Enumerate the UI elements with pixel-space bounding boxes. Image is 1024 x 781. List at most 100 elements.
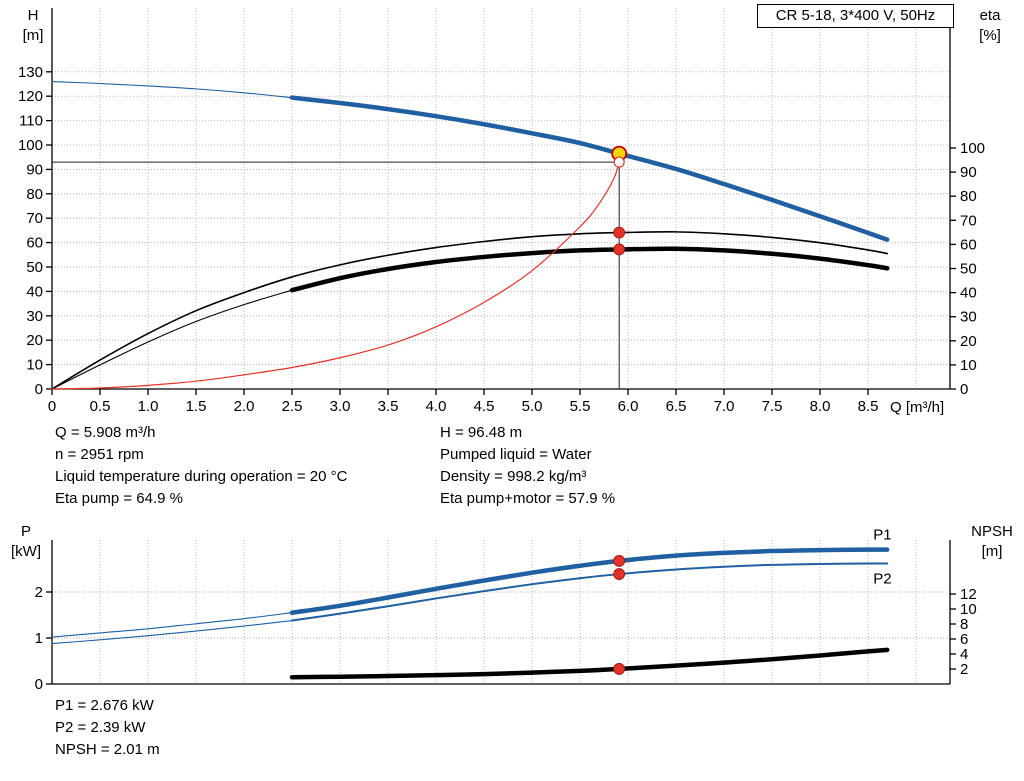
p2-readout: P2 = 2.39 kW [55, 719, 146, 736]
svg-text:20: 20 [960, 333, 977, 350]
eta_pump_motor-curve [51, 246, 890, 390]
svg-text:0: 0 [35, 676, 43, 693]
svg-text:40: 40 [26, 283, 43, 300]
svg-text:20: 20 [26, 332, 43, 349]
svg-text:30: 30 [960, 309, 977, 326]
svg-text:2.5: 2.5 [282, 398, 303, 415]
svg-text:6.5: 6.5 [666, 398, 687, 415]
power-axis-unit: [kW] [11, 543, 41, 560]
head-readout: H = 96.48 m [440, 424, 523, 441]
rated-point-marker [613, 156, 625, 168]
svg-text:10: 10 [960, 357, 977, 374]
h-axis-unit: [m] [22, 27, 44, 44]
speed-readout: n = 2951 rpm [55, 446, 144, 463]
svg-text:4: 4 [960, 646, 968, 663]
svg-text:7.0: 7.0 [714, 398, 735, 415]
pump-model-badge: CR 5-18, 3*400 V, 50Hz [757, 4, 954, 28]
npsh-axis-unit: [m] [981, 543, 1003, 560]
eta-pump-motor-readout: Eta pump+motor = 57.9 % [440, 490, 616, 507]
eta-pump-readout: Eta pump = 64.9 % [55, 490, 183, 507]
svg-text:0: 0 [960, 381, 968, 398]
P1-curve-label: P1 [873, 527, 891, 544]
svg-text:80: 80 [26, 186, 43, 203]
svg-text:8.0: 8.0 [810, 398, 831, 415]
svg-text:10: 10 [26, 357, 43, 374]
duty-readout-left-column: Q = 5.908 m³/h n = 2951 rpm Liquid tempe… [55, 422, 347, 510]
svg-text:60: 60 [26, 235, 43, 252]
npsh-axis-title: NPSH [m] [962, 522, 1022, 562]
svg-text:7.5: 7.5 [762, 398, 783, 415]
eta-axis-unit: [%] [979, 27, 1001, 44]
svg-text:30: 30 [26, 308, 43, 325]
svg-text:60: 60 [960, 236, 977, 253]
svg-text:1: 1 [35, 630, 43, 647]
svg-text:5.0: 5.0 [522, 398, 543, 415]
load_profile-curve [51, 161, 620, 390]
svg-text:3.0: 3.0 [330, 398, 351, 415]
liquid-temperature-readout: Liquid temperature during operation = 20… [55, 468, 348, 485]
operating-point-dot [613, 663, 626, 675]
svg-text:80: 80 [960, 188, 977, 205]
P1-curve [51, 547, 890, 638]
svg-text:2: 2 [960, 661, 968, 678]
axes [46, 540, 956, 685]
svg-text:110: 110 [19, 113, 43, 130]
operating-point-dot [613, 243, 626, 256]
svg-text:4.5: 4.5 [474, 398, 495, 415]
head-curve [51, 81, 890, 242]
axes [46, 8, 956, 395]
svg-text:1.0: 1.0 [138, 398, 159, 415]
svg-text:90: 90 [26, 161, 43, 178]
eta_pump-curve [51, 231, 888, 390]
svg-text:70: 70 [960, 212, 977, 229]
power-axis-title: P [kW] [4, 522, 48, 562]
gridlines [52, 540, 950, 684]
p1-readout: P1 = 2.676 kW [55, 697, 154, 714]
P2-curve-label: P2 [873, 570, 891, 587]
operating-point-dot [613, 555, 626, 567]
P2-curve [51, 562, 889, 645]
svg-text:90: 90 [960, 164, 977, 181]
svg-text:1.5: 1.5 [186, 398, 207, 415]
svg-text:8.5: 8.5 [858, 398, 879, 415]
tick-labels: 0 10 20 30 40 50 60 70 80 90 100 110 120 130 0 10 20 30 40… [18, 64, 985, 415]
svg-text:100: 100 [960, 140, 985, 157]
svg-text:50: 50 [960, 261, 977, 278]
svg-text:100: 100 [18, 137, 43, 154]
gridlines [52, 8, 950, 389]
duty-readout-right-column: H = 96.48 m Pumped liquid = Water Densit… [440, 422, 615, 510]
eta-axis-title: eta [%] [966, 6, 1014, 46]
NPSH-curve [289, 647, 890, 680]
power-axis-symbol: P [20, 523, 31, 540]
npsh-axis-symbol: NPSH [971, 523, 1013, 540]
qh-chart: 0 10 20 30 40 50 60 70 80 90 100 110 120 130 0 10 20 30 40… [18, 8, 985, 415]
svg-text:10: 10 [960, 601, 977, 618]
svg-text:50: 50 [26, 259, 43, 276]
svg-text:8: 8 [960, 616, 968, 633]
svg-text:4.0: 4.0 [426, 398, 447, 415]
svg-text:6: 6 [960, 631, 968, 648]
svg-text:5.5: 5.5 [570, 398, 591, 415]
svg-text:0: 0 [35, 381, 43, 398]
svg-text:2: 2 [35, 584, 43, 601]
svg-text:12: 12 [960, 586, 977, 603]
operating-point-dot [613, 568, 626, 580]
svg-text:6.0: 6.0 [618, 398, 639, 415]
svg-text:130: 130 [18, 64, 43, 81]
density-readout: Density = 998.2 kg/m³ [440, 468, 587, 485]
svg-text:0: 0 [48, 398, 56, 415]
flow-readout: Q = 5.908 m³/h [55, 424, 156, 441]
h-axis-title: H [m] [11, 6, 55, 46]
svg-text:0.5: 0.5 [90, 398, 111, 415]
h-axis-symbol: H [27, 7, 39, 24]
svg-text:70: 70 [26, 210, 43, 227]
svg-text:120: 120 [18, 88, 43, 105]
power-readout-column: P1 = 2.676 kW P2 = 2.39 kW NPSH = 2.01 m [55, 695, 160, 761]
eta-axis-symbol: eta [979, 7, 1001, 24]
svg-text:40: 40 [960, 285, 977, 302]
flow-axis-label: Q [m³/h] [890, 399, 945, 416]
